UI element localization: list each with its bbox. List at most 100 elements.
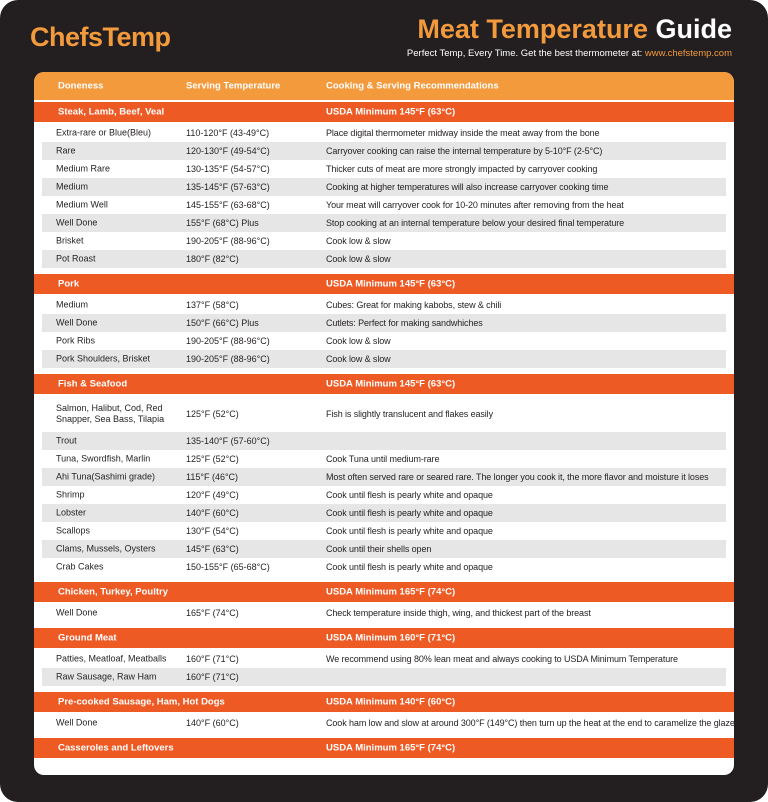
cell: 140°F (60°C) <box>186 718 239 728</box>
table-row: Medium Rare 130-135°F (54-57°C) Thicker cu… <box>42 160 726 178</box>
section-rows: Patties, Meatloaf, Meatballs 160°F (71°C)… <box>34 648 734 690</box>
table-row: Well Done 150°F (66°C) Plus Cutlets: Perfe… <box>42 314 726 332</box>
cell: Cook low & slow <box>326 336 391 346</box>
section-header: Pre-cooked Sausage, Ham, Hot Dogs USDA Mi… <box>34 692 734 712</box>
cell: 190-205°F (88-96°C) <box>186 236 270 246</box>
cell: Carryover cooking can raise the internal… <box>326 146 603 156</box>
section-rows: Well Done 140°F (60°C) Cook ham low and sl… <box>34 712 734 736</box>
link[interactable]: www.chefstemp.com <box>644 48 732 59</box>
section-name: Ground Meat <box>58 632 117 644</box>
cell: Crab Cakes <box>56 561 104 572</box>
usda-minimum: USDA Minimum 140°F (60°C) <box>326 696 456 708</box>
cell: Ahi Tuna(Sashimi grade) <box>56 471 156 482</box>
cell: 180°F (82°C) <box>186 254 239 264</box>
cell: Pot Roast <box>56 253 96 264</box>
table-row: Lobster 140°F (60°C) Cook until flesh is p… <box>42 504 726 522</box>
table-row: Medium 135-145°F (57-63°C) Cooking at high… <box>42 178 726 196</box>
cell: Extra-rare or Blue(Bleu) <box>56 127 152 138</box>
cell: 120°F (49°C) <box>186 490 239 500</box>
table-row: Extra-rare or Blue(Bleu) 110-120°F (43-49… <box>42 124 726 142</box>
cell: We recommend using 80% lean meat and alw… <box>326 654 678 664</box>
cell: Tuna, Swordfish, Marlin <box>56 453 151 464</box>
title-main: Meat Temperature <box>417 14 648 44</box>
usda-minimum: USDA Minimum 165°F (74°C) <box>326 586 456 598</box>
cell: Place digital thermometer midway inside … <box>326 128 600 138</box>
cell: 150°F (66°C) Plus <box>186 318 259 328</box>
cell: Cook low & slow <box>326 354 391 364</box>
table-row: Rare 120-130°F (49-54°C) Carryover cooking… <box>42 142 726 160</box>
usda-minimum: USDA Minimum 145°F (63°C) <box>326 278 456 290</box>
section-header: Fish & Seafood USDA Minimum 145°F (63°C) <box>34 374 734 394</box>
table-row: Shrimp 120°F (49°C) Cook until flesh is pe… <box>42 486 726 504</box>
cell: Medium <box>56 181 89 192</box>
cell: Stop cooking at an internal temperature … <box>326 218 625 228</box>
table-row: Patties, Meatloaf, Meatballs 160°F (71°C)… <box>42 650 726 668</box>
table-row: Pot Roast 180°F (82°C) Cook low & slow <box>42 250 726 268</box>
cell: Cook until flesh is pearly white and opa… <box>326 508 493 518</box>
cell: Salmon, Halibut, Cod, Red Snapper, Sea B… <box>56 403 165 424</box>
cell: Cook low & slow <box>326 236 391 246</box>
table-row: Salmon, Halibut, Cod, Red Snapper, Sea B… <box>42 396 726 432</box>
cell: 115°F (46°C) <box>186 472 239 482</box>
table-row: Medium 137°F (58°C) Cubes: Great for makin… <box>42 296 726 314</box>
section-rows: Extra-rare or Blue(Bleu) 110-120°F (43-49… <box>34 122 734 272</box>
cell: 160°F (71°C) <box>186 672 239 682</box>
cell: 190-205°F (88-96°C) <box>186 354 270 364</box>
cell: Well Done <box>56 607 98 618</box>
section-name: Casseroles and Leftovers <box>58 742 174 754</box>
cell: 125°F (52°C) <box>186 454 239 464</box>
cell: Cook until flesh is pearly white and opa… <box>326 562 493 572</box>
table-row: Brisket 190-205°F (88-96°C) Cook low & slo… <box>42 232 726 250</box>
cell: Cook Tuna until medium-rare <box>326 454 440 464</box>
cell: Most often served rare or seared rare. T… <box>326 472 709 482</box>
table-row: Pork Ribs 190-205°F (88-96°C) Cook low & s… <box>42 332 726 350</box>
cell: Cook until their shells open <box>326 544 432 554</box>
table-row: Well Done 155°F (68°C) Plus Stop cooking a… <box>42 214 726 232</box>
cell: 145°F (63°C) <box>186 544 239 554</box>
cell: Check temperature inside thigh, wing, an… <box>326 608 591 618</box>
cell: Cook until flesh is pearly white and opa… <box>326 526 493 536</box>
cell: 130°F (54°C) <box>186 526 239 536</box>
section-header: Ground Meat USDA Minimum 160°F (71°C) <box>34 628 734 648</box>
cell: Your meat will carryover cook for 10-20 … <box>326 200 624 210</box>
cell: Medium Well <box>56 199 108 210</box>
cell: Thicker cuts of meat are more strongly i… <box>326 164 598 174</box>
cell: Pork Ribs <box>56 335 96 346</box>
cell: Medium <box>56 299 89 310</box>
cell: 135-145°F (57-63°C) <box>186 182 270 192</box>
cell: Brisket <box>56 235 84 246</box>
cell: 165°F (74°C) <box>186 608 239 618</box>
cell: Shrimp <box>56 489 85 500</box>
title: Meat Temperature Guide <box>417 14 732 45</box>
table: Doneness Serving Temperature Cooking & Ser… <box>34 72 734 775</box>
cell: 120-130°F (49-54°C) <box>186 146 270 156</box>
table-row: Trout 135-140°F (57-60°C) <box>42 432 726 450</box>
cell: Medium Rare <box>56 163 111 174</box>
usda-minimum: USDA Minimum 165°F (74°C) <box>326 742 456 754</box>
usda-minimum: USDA Minimum 160°F (71°C) <box>326 632 456 644</box>
cell: 160°F (71°C) <box>186 654 239 664</box>
column-header: Doneness <box>58 80 104 92</box>
cell: Cook until flesh is pearly white and opa… <box>326 490 493 500</box>
table-row: Ahi Tuna(Sashimi grade) 115°F (46°C) Most … <box>42 468 726 486</box>
cell: 140°F (60°C) <box>186 508 239 518</box>
cell: Scallops <box>56 525 91 536</box>
section-header: Casseroles and Leftovers USDA Minimum 165… <box>34 738 734 758</box>
table-row: Clams, Mussels, Oysters 145°F (63°C) Cook … <box>42 540 726 558</box>
table-row: Tuna, Swordfish, Marlin 125°F (52°C) Cook … <box>42 450 726 468</box>
cell: Trout <box>56 435 77 446</box>
section-header: Steak, Lamb, Beef, Veal USDA Minimum 145°… <box>34 102 734 122</box>
cell: Cooking at higher temperatures will also… <box>326 182 609 192</box>
section-header: Pork USDA Minimum 145°F (63°C) <box>34 274 734 294</box>
column-header: Cooking & Serving Recommendations <box>326 80 499 92</box>
usda-minimum: USDA Minimum 145°F (63°C) <box>326 378 456 390</box>
cell: 190-205°F (88-96°C) <box>186 336 270 346</box>
cell: Pork Shoulders, Brisket <box>56 353 151 364</box>
usda-minimum: USDA Minimum 145°F (63°C) <box>326 106 456 118</box>
cell: 110-120°F (43-49°C) <box>186 128 270 138</box>
cell: Raw Sausage, Raw Ham <box>56 671 157 682</box>
table-row: Medium Well 145-155°F (63-68°C) Your meat … <box>42 196 726 214</box>
cell: 135-140°F (57-60°C) <box>186 436 270 446</box>
cell: Cook ham low and slow at around 300°F (1… <box>326 718 734 728</box>
